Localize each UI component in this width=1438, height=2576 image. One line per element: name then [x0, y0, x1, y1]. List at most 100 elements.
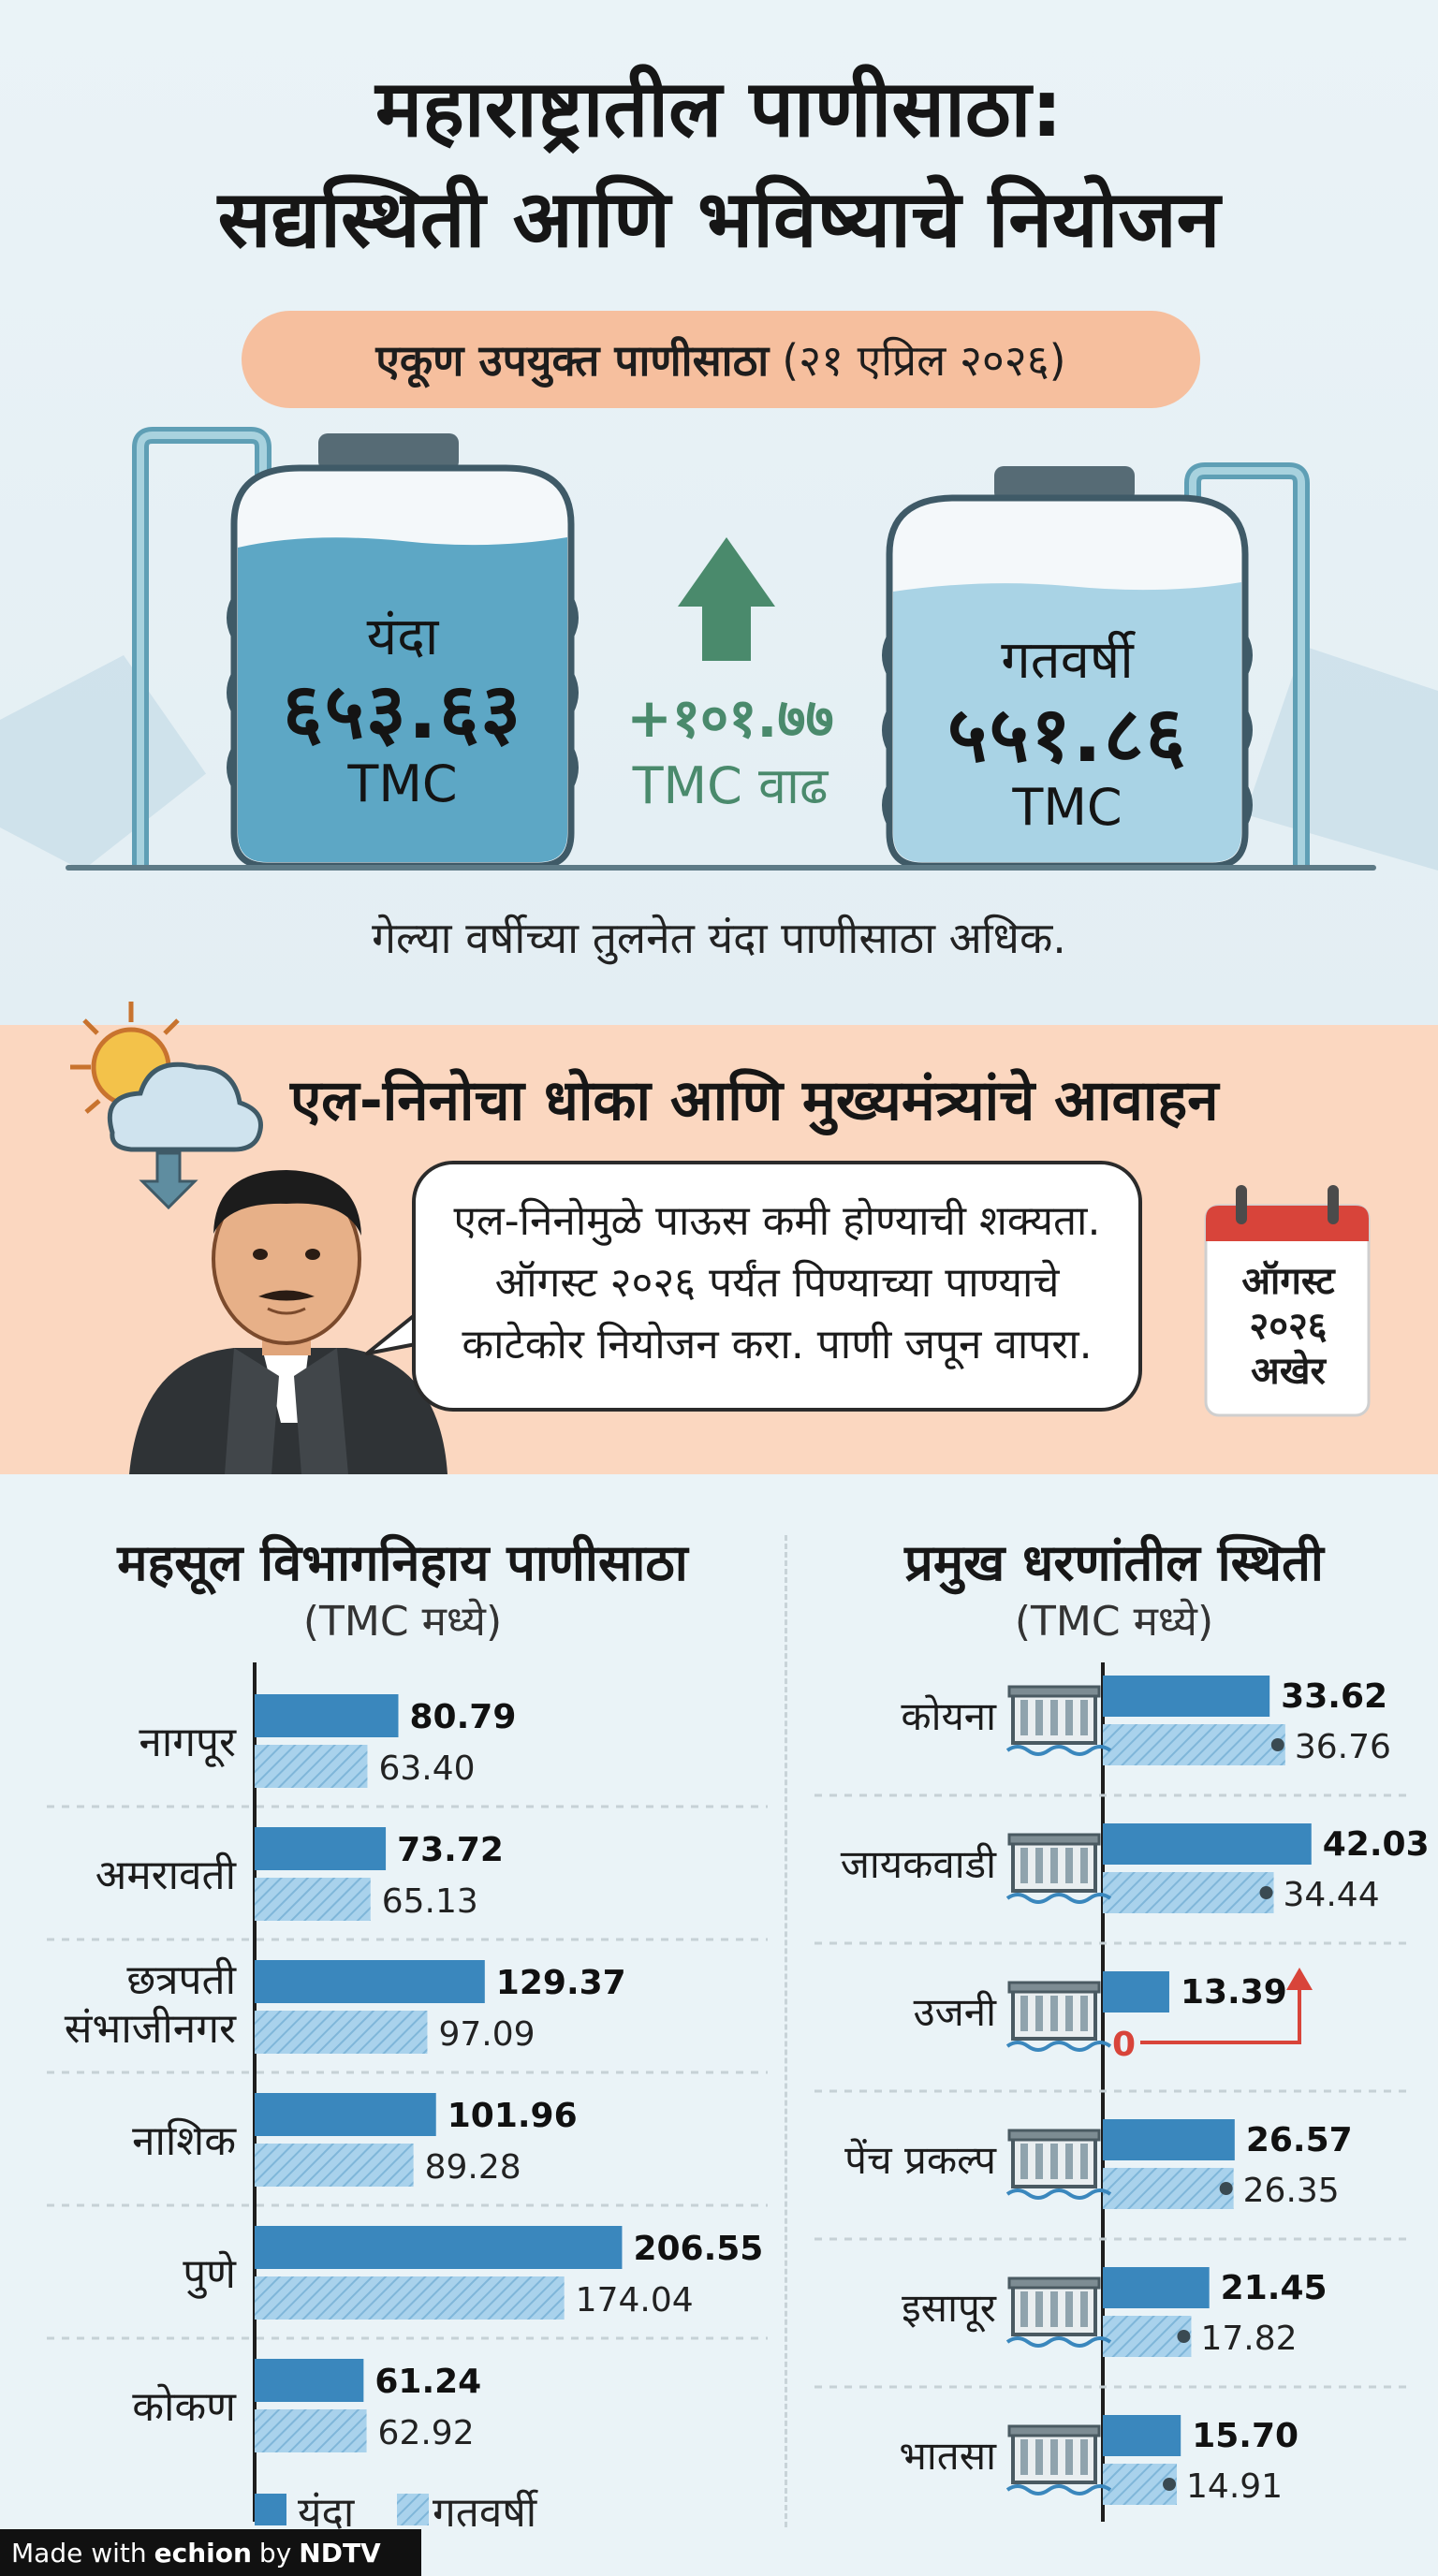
quote-line: एल-निनोमुळे पाऊस कमी होण्याची शक्यता. [453, 1197, 1101, 1245]
legend-previous-swatch [397, 2494, 429, 2525]
current-year-tank [227, 433, 579, 870]
current-year-unit: TMC [347, 754, 458, 814]
dam-icon-part [1020, 1996, 1028, 2031]
page-title-line-2: सद्यस्थिती आणि भविष्याचे नियोजन [217, 173, 1221, 265]
previous-year-unit: TMC [1012, 778, 1123, 838]
division-chart-subtitle: (TMC मध्ये) [302, 1598, 503, 1646]
dam-icon-part [1035, 1996, 1043, 2031]
dam-value-previous: 0 [1112, 2026, 1136, 2064]
total-storage-date: (२१ एप्रिल २०२६) [782, 335, 1066, 386]
dam-icon-part [1080, 1848, 1088, 1883]
dam-icon-part [1065, 2291, 1073, 2327]
dam-bar-previous [1103, 2316, 1192, 2357]
dam-bar-marker [1163, 2478, 1177, 2491]
increase-arrow-icon [678, 537, 775, 661]
el-nino-title: एल-निनोचा धोका आणि मुख्यमंत्र्यांचे आवाह… [290, 1068, 1219, 1134]
dam-icon-part [1020, 2439, 1028, 2475]
dam-bar-marker [1259, 1886, 1273, 1899]
dam-chart-subtitle: (TMC मध्ये) [1014, 1598, 1214, 1646]
division-value-previous: 89.28 [425, 2148, 521, 2187]
dam-value-previous: 34.44 [1284, 1876, 1380, 1914]
legend-current-swatch [255, 2494, 286, 2525]
dam-value-current: 33.62 [1281, 1677, 1387, 1716]
dam-icon-part [1035, 1848, 1043, 1883]
dam-icon-part [1065, 1700, 1073, 1735]
increase-unit: TMC वाढ [632, 756, 829, 815]
dam-icon-part [1020, 1848, 1028, 1883]
total-storage-pill: एकूण उपयुक्त पाणीसाठा (२१ एप्रिल २०२६) [242, 311, 1200, 408]
division-bar-current [255, 1827, 387, 1870]
dam-icon-part [1007, 1981, 1101, 1994]
dam-icon-part [1035, 1700, 1043, 1735]
dam-category-label: पेंच प्रकल्प [844, 2137, 997, 2183]
dam-value-current: 42.03 [1323, 1825, 1430, 1864]
division-value-previous: 63.40 [378, 1749, 475, 1788]
dam-category-label: कोयना [901, 1693, 997, 1739]
dam-category-label: इसापूर [902, 2285, 997, 2333]
dam-bar-current [1103, 2415, 1181, 2456]
calendar-deadline: ऑगस्ट २०२६ अखेर [1210, 1259, 1367, 1394]
dam-icon-part [1020, 2144, 1028, 2179]
dam-bar-marker [1219, 2182, 1233, 2195]
tanks-illustration [132, 427, 1310, 870]
calendar-line: अखेर [1251, 1350, 1326, 1393]
previous-year-readout: गतवर्षी ५५१.८६ TMC [889, 622, 1245, 837]
division-value-current: 206.55 [633, 2230, 763, 2268]
dam-category-label: भातसा [899, 2433, 997, 2479]
dam-bar-current [1103, 2267, 1210, 2308]
dam-bar-previous [1103, 1872, 1274, 1913]
dam-icon-part [1005, 2484, 1112, 2496]
dam-icon-part [1020, 1700, 1028, 1735]
dam-chart-title: प्रमुख धरणांतील स्थिती [904, 1533, 1324, 1592]
comparison-note: गेल्या वर्षीच्या तुलनेत यंदा पाणीसाठा अध… [372, 913, 1066, 963]
division-bar-previous [255, 1878, 371, 1921]
division-bar-previous [255, 2276, 565, 2320]
dam-icon-part [1005, 1893, 1112, 1904]
page-title-line-1: महाराष्ट्रातील पाणीसाठा: [375, 63, 1063, 154]
footer-credit: Made with echion by NDTV [0, 2529, 421, 2576]
division-bar-current [255, 2359, 364, 2402]
dam-bar-previous [1103, 1724, 1285, 1765]
division-category-label: कोकण [132, 2383, 237, 2431]
division-category-label: संभाजीनगर [65, 2005, 237, 2053]
charts-background [0, 1474, 1438, 2576]
dam-icon-part [1007, 2424, 1101, 2437]
dam-icon-part [1035, 2439, 1043, 2475]
el-nino-illustrations [70, 1002, 1371, 1474]
dam-icon [1005, 1981, 1112, 2052]
chief-minister-quote: एल-निनोमुळे पाऊस कमी होण्याची शक्यता. ऑग… [421, 1191, 1133, 1376]
division-chart-title: महसूल विभागनिहाय पाणीसाठा [117, 1533, 688, 1592]
dam-bar-previous [1103, 2168, 1234, 2209]
dam-icon-part [1020, 2291, 1028, 2327]
increase-value: +१०१.७७ [626, 686, 834, 750]
dam-icon-part [1005, 2041, 1112, 2052]
dam-value-previous: 26.35 [1243, 2172, 1340, 2210]
dam-icon-part [1007, 2129, 1101, 2142]
legend-previous-label: गतवर्षी [433, 2489, 537, 2537]
division-value-previous: 65.13 [382, 1882, 478, 1921]
dam-value-current: 26.57 [1246, 2121, 1353, 2159]
dam-icon-part [1050, 1848, 1058, 1883]
dam-bar-marker [1270, 1738, 1284, 1751]
dam-category-label: उजनी [914, 1989, 997, 2035]
division-bar-previous [255, 1745, 368, 1788]
legend-current-label: यंदा [298, 2489, 355, 2537]
chief-minister-portrait [129, 1170, 448, 1474]
dam-bar-current [1103, 1971, 1169, 2012]
division-bar-current [255, 2226, 623, 2269]
division-category-label: नागपूर [139, 1719, 237, 1768]
division-bar-previous [255, 2409, 367, 2452]
current-year-readout: यंदा ६५३.६३ TMC [234, 599, 571, 813]
dam-icon [1005, 1833, 1112, 1904]
dam-value-previous: 17.82 [1200, 2320, 1297, 2358]
quote-line: काटेकोर नियोजन करा. पाणी जपून वापरा. [462, 1321, 1093, 1368]
speech-bubble [412, 1161, 1142, 1412]
dam-icon [1005, 2424, 1112, 2496]
division-bar-current [255, 1960, 485, 2003]
dam-bar-marker [1177, 2330, 1191, 2343]
dam-icon [1005, 1685, 1112, 1756]
current-year-value: ६५३.६३ [282, 667, 523, 756]
dam-bar-current [1103, 1676, 1270, 1717]
dam-value-previous: 36.76 [1295, 1728, 1391, 1766]
